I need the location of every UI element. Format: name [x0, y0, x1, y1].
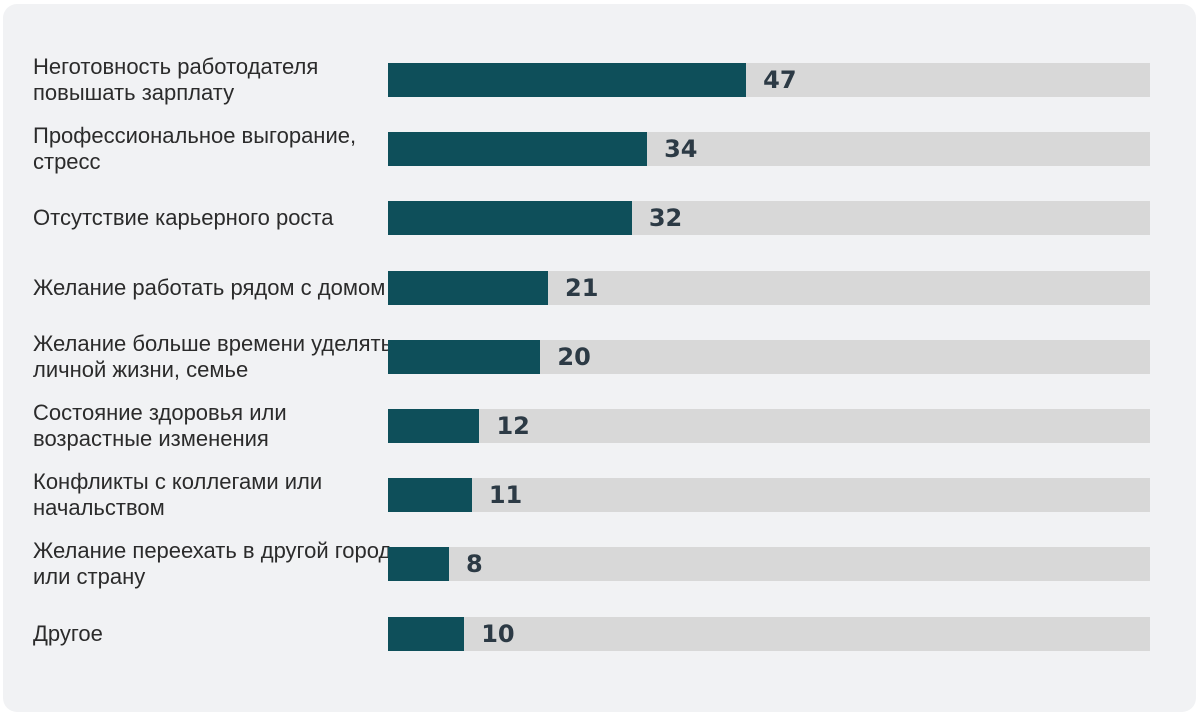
category-label: Конфликты с коллегами или начальством: [33, 469, 323, 521]
category-label: Состояние здоровья или возрастные измене…: [33, 400, 287, 451]
bar: [388, 63, 747, 97]
bar-row: Желание переехать в другой город или стр…: [3, 530, 1196, 598]
bar-row: Состояние здоровья или возрастные измене…: [3, 392, 1196, 460]
chart-card: Неготовность работодателя повышать зарпл…: [3, 4, 1196, 712]
bar: [388, 270, 549, 305]
value-label: 12: [496, 412, 530, 440]
bar-row: Неготовность работодателя повышать зарпл…: [3, 46, 1196, 114]
category-label: Желание переехать в другой город или стр…: [33, 538, 392, 590]
bar-track: 10: [388, 616, 1150, 651]
category-label: Отсутствие карьерного роста: [33, 205, 334, 231]
bar: [388, 132, 648, 167]
category-label: Желание больше времени уделять личной жи…: [33, 330, 393, 382]
bar-track: 20: [388, 339, 1150, 374]
bar-track: 32: [388, 201, 1150, 236]
bar-track: 12: [388, 409, 1150, 443]
value-label: 32: [648, 204, 683, 233]
bar-row: Желание больше времени уделять личной жи…: [3, 323, 1196, 391]
bar-row: Профессиональное выгорание, стресс 34: [3, 115, 1196, 183]
bar-track: 47: [388, 63, 1150, 97]
value-label: 10: [481, 619, 515, 648]
category-label: Желание работать рядом с домом: [33, 274, 386, 300]
bar-row: Желание работать рядом с домом 21: [3, 254, 1196, 322]
bar: [388, 201, 632, 236]
value-label: 21: [565, 273, 599, 302]
bar: [388, 616, 465, 651]
bar-track: 21: [388, 270, 1150, 305]
bar: [388, 547, 449, 582]
category-label: Другое: [33, 620, 103, 646]
value-label: 34: [664, 135, 698, 164]
value-label: 11: [488, 481, 523, 510]
bar: [388, 339, 541, 374]
bar-track: 34: [388, 132, 1150, 167]
bar-row: Другое 10: [3, 600, 1196, 668]
category-label: Профессиональное выгорание, стресс: [33, 123, 357, 175]
bar: [388, 409, 480, 443]
bar-row: Конфликты с коллегами или начальством 11: [3, 461, 1196, 529]
value-label: 8: [465, 550, 483, 579]
bar: [388, 478, 472, 513]
bar-row: Отсутствие карьерного роста 32: [3, 184, 1196, 252]
bar-track: 11: [388, 478, 1150, 513]
category-label: Неготовность работодателя повышать зарпл…: [33, 54, 319, 105]
value-label: 20: [557, 342, 591, 371]
bar-track: 8: [388, 547, 1150, 582]
value-label: 47: [763, 66, 797, 94]
